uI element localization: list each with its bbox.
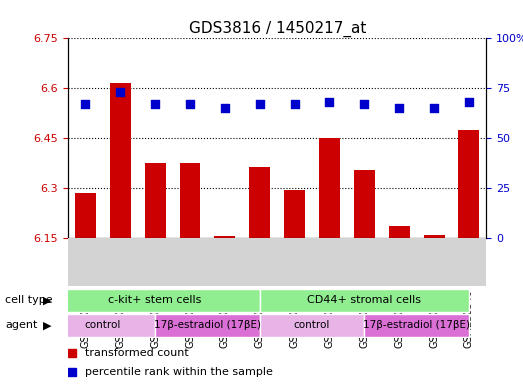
Point (186, 101, 194, 108)
Bar (319, 138, 340, 238)
FancyBboxPatch shape (51, 289, 260, 312)
Text: 17β-estradiol (17βE): 17β-estradiol (17βE) (154, 320, 261, 331)
Title: GDS3816 / 1450217_at: GDS3816 / 1450217_at (188, 21, 366, 37)
Text: CD44+ stromal cells: CD44+ stromal cells (308, 295, 422, 306)
FancyBboxPatch shape (365, 314, 469, 337)
Point (151, 101, 160, 108)
FancyBboxPatch shape (51, 314, 155, 337)
Bar (424, 235, 445, 238)
Point (221, 105, 229, 111)
FancyBboxPatch shape (260, 289, 469, 312)
Point (395, 105, 403, 111)
Text: cell type: cell type (5, 295, 53, 306)
Bar (249, 167, 270, 238)
Point (81, 101, 89, 108)
Bar (110, 83, 131, 238)
Text: control: control (85, 320, 121, 331)
FancyBboxPatch shape (155, 314, 260, 337)
Text: c-kit+ stem cells: c-kit+ stem cells (108, 295, 202, 306)
Bar (145, 163, 166, 238)
Bar (75, 193, 96, 238)
Text: ▶: ▶ (43, 295, 51, 306)
Text: 17β-estradiol (17βE): 17β-estradiol (17βE) (363, 320, 470, 331)
Text: percentile rank within the sample: percentile rank within the sample (85, 367, 272, 377)
Point (465, 99, 473, 105)
Text: transformed count: transformed count (85, 348, 188, 358)
Point (116, 89, 124, 95)
Point (290, 101, 299, 108)
Point (256, 101, 264, 108)
Text: agent: agent (5, 320, 38, 331)
Bar (284, 190, 305, 238)
Bar (179, 163, 200, 238)
Point (430, 105, 438, 111)
Bar (214, 237, 235, 238)
Bar (354, 170, 375, 238)
Text: control: control (294, 320, 330, 331)
Point (325, 99, 334, 105)
FancyBboxPatch shape (260, 314, 365, 337)
Point (360, 101, 369, 108)
Bar (459, 130, 480, 238)
Text: ▶: ▶ (43, 320, 51, 331)
Bar (389, 227, 410, 238)
